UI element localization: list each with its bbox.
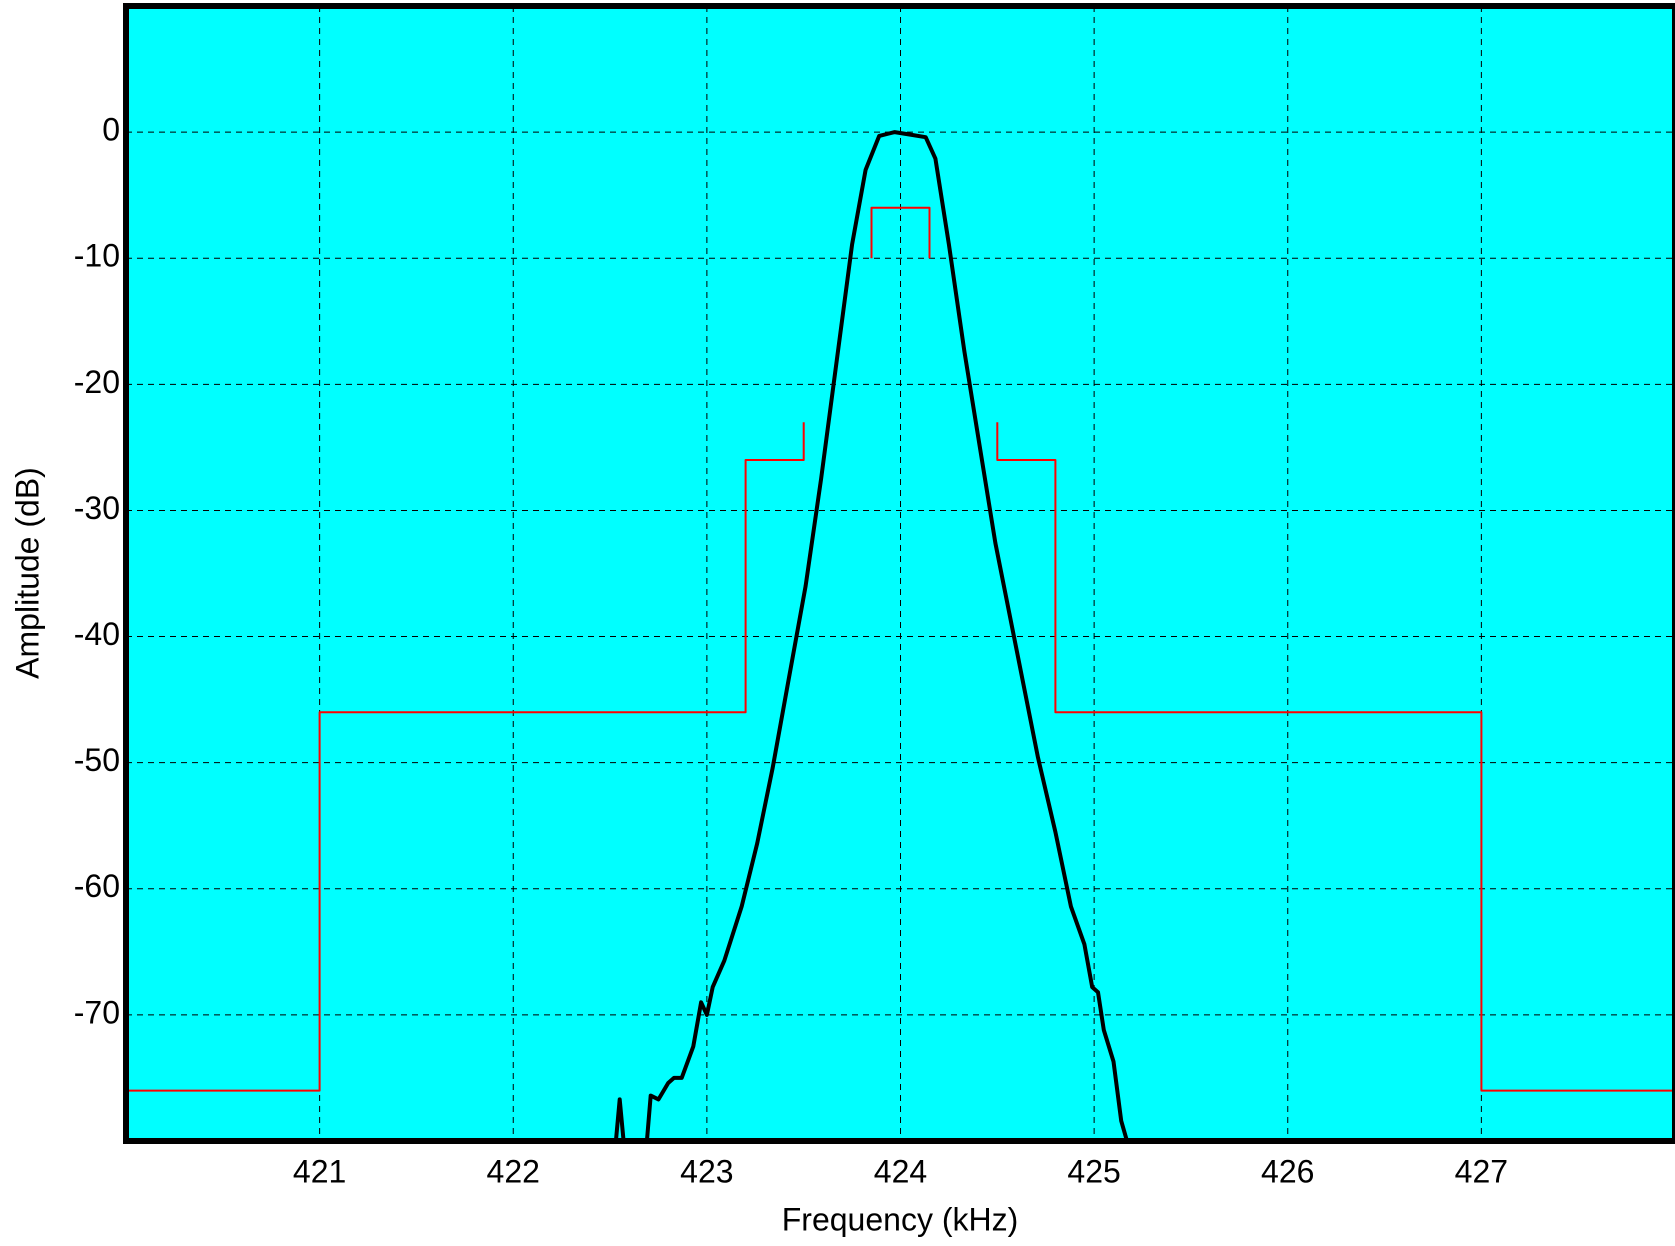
series-line: [613, 130, 1129, 1141]
series-line: [126, 206, 1675, 1141]
y-tick-label: -30: [74, 490, 120, 526]
y-tick-label: -40: [74, 616, 120, 652]
x-tick-label: 421: [293, 1153, 346, 1189]
y-tick-label: -60: [74, 868, 120, 904]
y-tick-label: -20: [74, 364, 120, 400]
x-tick-label: 425: [1067, 1153, 1120, 1189]
x-axis-title: Frequency (kHz): [782, 1201, 1019, 1237]
x-tick-label: 423: [680, 1153, 733, 1189]
x-tick-label: 427: [1455, 1153, 1508, 1189]
y-axis-title: Amplitude (dB): [9, 467, 45, 679]
grid: [126, 6, 1675, 1141]
y-tick-label: 0: [102, 112, 120, 148]
y-tick-label: -70: [74, 994, 120, 1030]
x-tick-label: 424: [874, 1153, 927, 1189]
plot-lines: [126, 130, 1675, 1141]
x-tick-label: 422: [487, 1153, 540, 1189]
x-tick-label: 426: [1261, 1153, 1314, 1189]
plot-frame: [123, 3, 1675, 1144]
y-tick-label: -10: [74, 238, 120, 274]
y-tick-label: -50: [74, 742, 120, 778]
